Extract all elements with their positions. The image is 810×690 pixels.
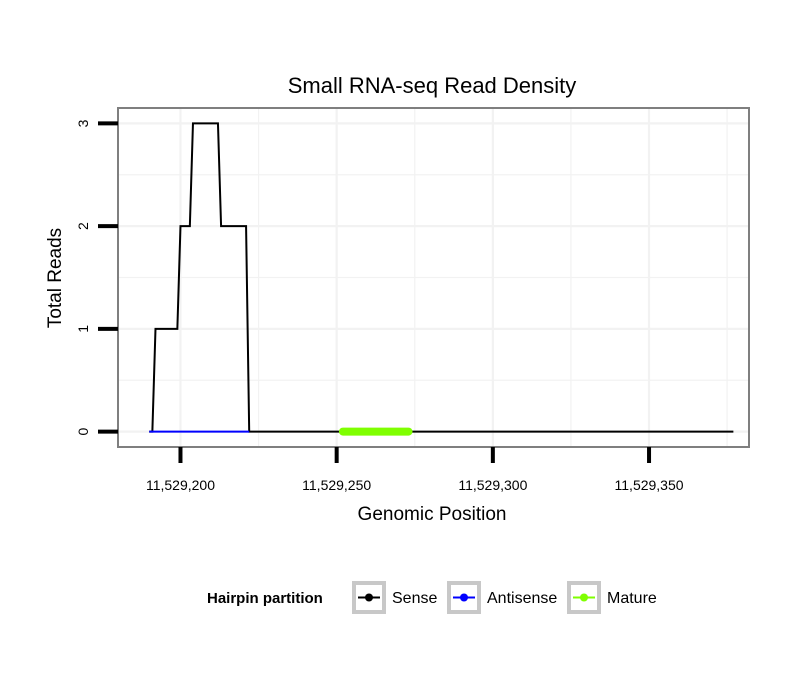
legend-label: Antisense xyxy=(487,590,557,607)
series-line-sense xyxy=(149,122,734,433)
legend-label: Sense xyxy=(392,590,437,607)
series-lines xyxy=(149,122,734,436)
x-axis-title: Genomic Position xyxy=(358,504,507,525)
y-tick-label: 3 xyxy=(75,119,91,127)
legend-key-point xyxy=(365,593,373,602)
x-axis-ticks: 11,529,200 11,529,250 11,529,300 11,529,350 xyxy=(146,447,684,493)
x-tick-label: 11,529,250 xyxy=(302,477,371,493)
y-axis-ticks: 0 1 2 3 xyxy=(75,119,118,435)
y-tick-label: 2 xyxy=(75,222,91,230)
legend-key-point xyxy=(460,593,468,602)
x-tick-label: 11,529,300 xyxy=(458,477,527,493)
legend: Hairpin partition Sense Antisense Mature xyxy=(207,581,657,614)
legend-title: Hairpin partition xyxy=(207,590,323,607)
legend-item-sense: Sense xyxy=(352,581,437,614)
legend-label: Mature xyxy=(607,590,657,607)
y-tick-label: 0 xyxy=(75,427,91,435)
legend-key-point xyxy=(580,593,588,602)
y-axis-title: Total Reads xyxy=(45,228,66,328)
chart-title: Small RNA-seq Read Density xyxy=(288,73,577,98)
legend-item-mature: Mature xyxy=(567,581,657,614)
x-tick-label: 11,529,200 xyxy=(146,477,215,493)
x-tick-label: 11,529,350 xyxy=(615,477,684,493)
y-tick-label: 1 xyxy=(75,325,91,333)
legend-items: Sense Antisense Mature xyxy=(352,581,657,614)
plot-border xyxy=(117,107,750,448)
legend-item-antisense: Antisense xyxy=(447,581,557,614)
